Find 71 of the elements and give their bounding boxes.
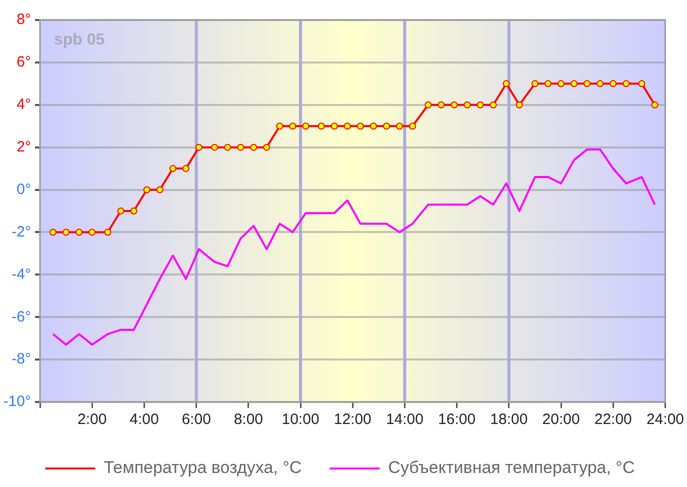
x-tick-label: 20:00 (542, 411, 580, 428)
point (211, 144, 218, 151)
point (289, 122, 296, 130)
x-tick-label: 22:00 (594, 411, 632, 428)
point (490, 101, 497, 108)
point (638, 80, 646, 88)
point (117, 208, 124, 214)
point (263, 144, 270, 151)
y-tick-label: 4° (16, 96, 31, 114)
x-tick-label: 16:00 (438, 411, 476, 428)
point (330, 122, 338, 130)
point (622, 80, 630, 88)
y-tick-label: 8° (16, 11, 31, 28)
legend-label: Температура воздуха, °C (104, 458, 302, 478)
point (382, 122, 390, 130)
point (531, 80, 538, 88)
point (596, 80, 604, 88)
point (464, 101, 471, 108)
y-tick-label: 2° (16, 138, 31, 156)
point (224, 144, 232, 151)
point (156, 186, 164, 194)
point (610, 80, 617, 88)
x-tick-label: 18:00 (490, 411, 528, 428)
point (370, 122, 377, 130)
point (318, 122, 325, 130)
y-tick-label: -6° (12, 308, 31, 326)
x-tick-label: 24:00 (646, 411, 684, 428)
point (344, 122, 351, 130)
x-tick-label: 8:00 (234, 411, 264, 428)
point (570, 80, 578, 88)
point (104, 228, 112, 236)
point (50, 228, 57, 236)
point (438, 101, 445, 108)
x-tick-label: 2:00 (78, 411, 107, 428)
point (76, 228, 83, 236)
x-tick-label: 4:00 (130, 411, 159, 428)
y-tick-label: -2° (12, 223, 31, 240)
x-tick-label: 6:00 (182, 411, 211, 428)
point (143, 186, 150, 194)
point (584, 80, 591, 88)
point (476, 101, 484, 108)
y-tick-label: -10° (3, 393, 31, 410)
x-tick-label: 10:00 (282, 411, 320, 428)
point (276, 122, 284, 130)
y-tick-label: -8° (12, 350, 31, 368)
point (130, 208, 138, 214)
point (62, 228, 70, 236)
point (396, 122, 404, 130)
point (302, 122, 310, 130)
point (237, 144, 244, 151)
x-tick-label: 14:00 (386, 411, 424, 428)
y-tick-label: -4° (12, 266, 31, 283)
point (516, 101, 523, 108)
point (502, 80, 510, 88)
x-tick-label: 12:00 (334, 411, 372, 428)
point (88, 228, 96, 236)
point (356, 122, 364, 130)
point (450, 101, 458, 108)
point (250, 144, 258, 151)
point (195, 144, 202, 151)
annotation: spb 05 (54, 31, 105, 48)
y-tick-label: 6° (16, 54, 31, 71)
y-tick-label: 0° (16, 180, 31, 198)
point (182, 165, 190, 172)
legend-label: Субъективная температура, °C (388, 458, 635, 478)
point (651, 101, 658, 108)
point (544, 80, 552, 88)
point (409, 122, 416, 130)
point (558, 80, 565, 88)
point (424, 101, 432, 108)
point (169, 165, 176, 172)
